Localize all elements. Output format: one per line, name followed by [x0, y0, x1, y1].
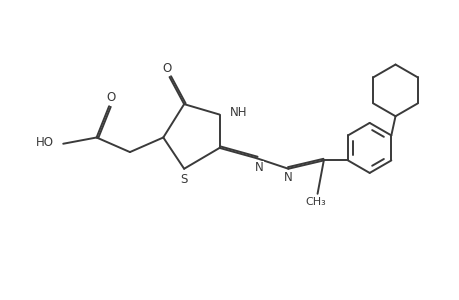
Text: HO: HO	[36, 136, 54, 149]
Text: S: S	[180, 173, 187, 186]
Text: CH₃: CH₃	[304, 197, 325, 207]
Text: NH: NH	[230, 106, 247, 119]
Text: O: O	[162, 62, 172, 75]
Text: O: O	[106, 92, 116, 104]
Text: N: N	[254, 161, 263, 174]
Text: N: N	[283, 171, 292, 184]
